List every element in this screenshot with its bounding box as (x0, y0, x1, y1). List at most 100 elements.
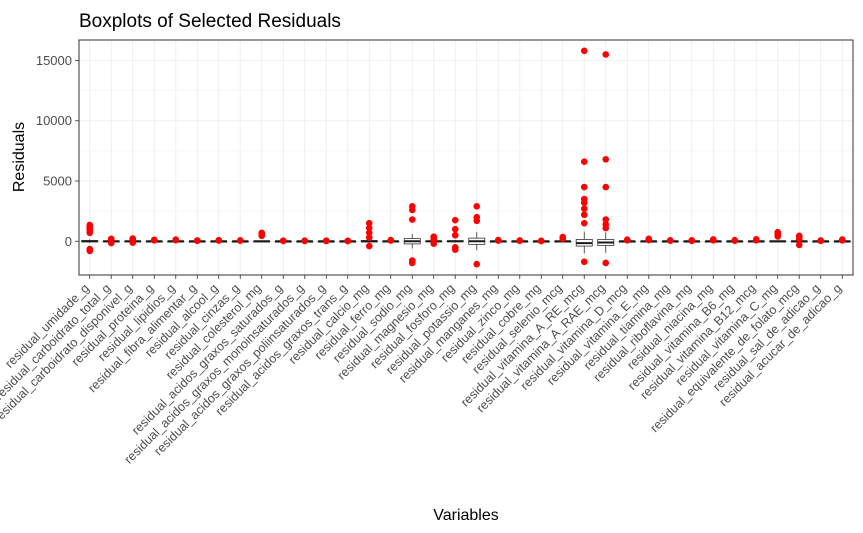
boxplot-residual_carboidrato_disponivel_g (124, 235, 142, 247)
outlier-point (129, 235, 137, 242)
y-axis-label: Residuals (11, 122, 28, 192)
boxplot-residual_ferro_mg (382, 236, 400, 244)
outlier-point (344, 237, 352, 245)
boxplot-marks (81, 47, 851, 268)
outlier-point (86, 245, 94, 253)
outlier-point (666, 236, 674, 244)
outlier-point (408, 257, 416, 264)
boxplot-residual_zinco_mg (511, 237, 529, 245)
outlier-point (387, 236, 395, 244)
outlier-point (236, 236, 244, 244)
boxplot-residual_acidos_graxos_trans_g (339, 237, 357, 245)
boxplot-residual_tiamina_mg (661, 236, 679, 244)
boxplot-residual_colesterol_mg (253, 229, 271, 243)
outlier-point (580, 258, 588, 266)
outlier-point (559, 233, 567, 241)
outlier-point (193, 237, 201, 244)
outlier-point (602, 183, 610, 191)
outlier-point (473, 213, 481, 221)
plot-panel (79, 40, 853, 275)
outlier-point (365, 229, 373, 237)
outlier-point (838, 236, 846, 243)
y-tick-label: 15000 (36, 53, 72, 68)
boxplot-residual_vitamina_A_RAE_mcg (597, 51, 615, 267)
outlier-point (322, 237, 330, 244)
outlier-point (580, 205, 588, 213)
outlier-point (473, 203, 481, 210)
outlier-point (580, 47, 588, 55)
outlier-point (623, 236, 631, 243)
boxplot-residual_sodio_mg (403, 203, 421, 267)
boxplot-residual_acidos_graxos_saturados_g (274, 237, 292, 245)
boxplot-residual_sal_de_adicao_g (812, 237, 830, 245)
y-tick-label: 5000 (43, 174, 72, 189)
outlier-point (86, 222, 94, 230)
outlier-point (516, 237, 524, 244)
outlier-point (430, 233, 438, 240)
outlier-point (688, 236, 696, 244)
outlier-point (602, 216, 610, 223)
outlier-point (279, 237, 287, 244)
boxplot-residual_vitamina_D_mcg (618, 236, 636, 244)
outlier-point (537, 237, 545, 245)
outlier-point (150, 236, 158, 244)
outlier-point (580, 219, 588, 227)
outlier-point (451, 243, 459, 251)
y-tick-label: 0 (65, 234, 72, 249)
boxplot-residual_potassio_mg (468, 203, 486, 268)
outlier-point (473, 260, 481, 268)
boxplot-residual_alcool_g (210, 236, 228, 244)
boxplot-residual_magnesio_mg (425, 233, 443, 247)
boxplot-residual_acidos_graxos_poliinsaturados_g (317, 237, 335, 245)
boxplot-residual_vitamina_B12_mcg (747, 236, 765, 244)
plot-border (78, 39, 854, 276)
outlier-point (645, 235, 653, 243)
outlier-point (774, 228, 782, 236)
outlier-point (731, 236, 739, 244)
outlier-point (580, 158, 588, 166)
boxplot-residual_vitamina_E_mg (640, 235, 658, 244)
boxplot-residual_equivalente_de_folato_mcg (790, 232, 808, 249)
boxplot-residual_vitamina_B6_mg (726, 236, 744, 244)
outlier-point (365, 234, 373, 241)
outlier-point (580, 195, 588, 203)
boxplot-residual_cobre_mg (532, 237, 550, 245)
x-axis-label: Variables (433, 507, 499, 524)
outlier-point (494, 236, 502, 244)
outlier-point (602, 156, 610, 163)
boxplot-residual_fibra_alimentar_g (188, 237, 206, 245)
outlier-point (580, 211, 588, 219)
boxplot-residual_proteina_g (145, 236, 163, 244)
boxplot-residual_carboidrato_total_g (102, 235, 120, 247)
boxplot-residual_riboflavina_mg (683, 236, 701, 245)
boxplot-residual_acidos_graxos_monoinsaturados_g (296, 237, 314, 245)
y-tick-label: 10000 (36, 113, 72, 128)
outlier-point (817, 237, 825, 244)
boxplot-residual_manganes_mg (489, 236, 507, 244)
outlier-point (580, 183, 588, 191)
outlier-point (795, 241, 803, 249)
boxplot-residual_calcio_mg (360, 219, 378, 250)
x-axis: residual_umidade_gresidual_carboidrato_t… (0, 275, 844, 467)
outlier-point (408, 216, 416, 223)
boxplot-residual_vitamina_A_RE_mcg (575, 47, 593, 266)
outlier-point (752, 236, 760, 243)
outlier-point (365, 242, 373, 250)
boxplot-residual_umidade_g (81, 221, 99, 255)
outlier-point (172, 236, 180, 243)
outlier-point (602, 259, 610, 267)
outlier-point (451, 231, 459, 239)
outlier-point (365, 219, 373, 227)
outlier-point (451, 216, 459, 224)
outlier-point (301, 237, 309, 244)
y-axis: 0 5000 10000 15000 (36, 53, 79, 249)
outlier-point (602, 221, 610, 228)
boxplot-residual_selenio_mcg (554, 233, 572, 243)
outlier-point (709, 236, 717, 243)
boxplot-residual_acucar_de_adicao_g (833, 236, 851, 244)
outlier-point (408, 203, 416, 210)
outlier-point (215, 236, 223, 244)
chart-title: Boxplots of Selected Residuals (79, 11, 341, 32)
